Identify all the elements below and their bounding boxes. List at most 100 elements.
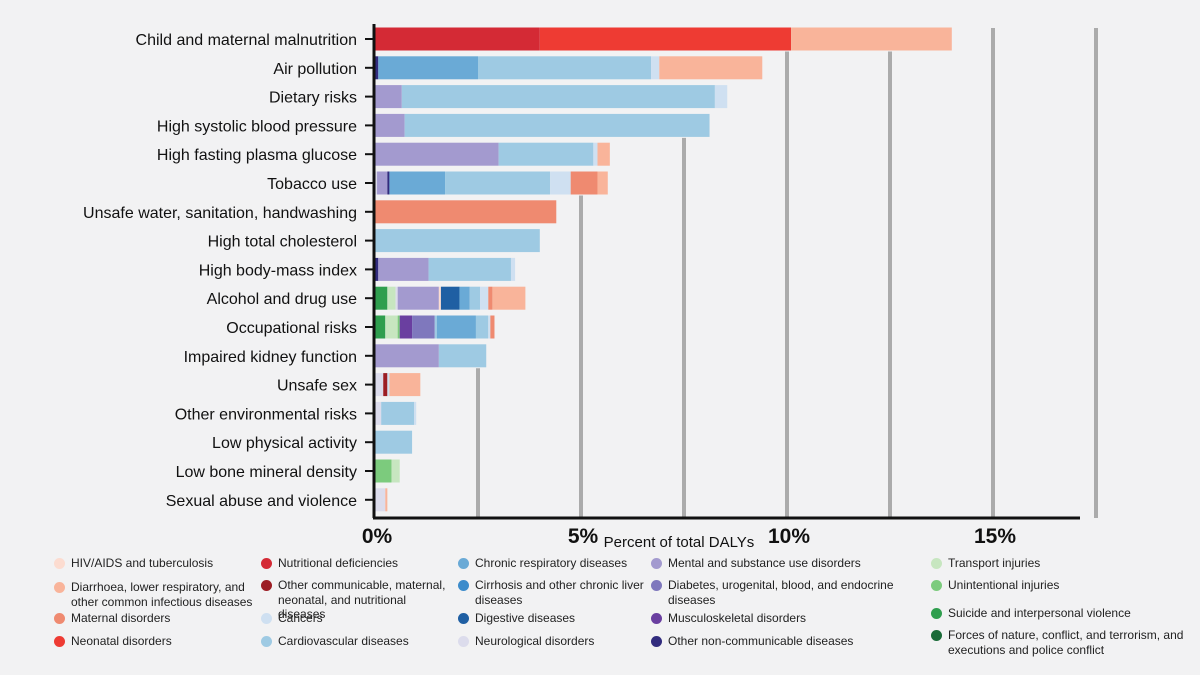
bar-segment-10-2	[397, 315, 400, 339]
bar-row-13	[375, 401, 417, 425]
bar-segment-4-2	[593, 142, 598, 166]
risk-label-4: High fasting plasma glucose	[157, 147, 357, 164]
bar-segment-9-10	[492, 286, 526, 310]
bar-segment-10-7	[475, 315, 489, 339]
bar-segment-16-0	[375, 488, 386, 512]
risk-label-0: Child and maternal malnutrition	[136, 32, 357, 49]
bar-segment-12-2	[387, 373, 390, 397]
bar-segment-9-9	[488, 286, 493, 310]
bar-segment-1-2	[478, 56, 652, 80]
legend-item-othcomm: Other communicable, maternal, neonatal, …	[261, 578, 454, 622]
bar-segment-9-2	[395, 286, 398, 310]
legend-swatch	[931, 580, 942, 591]
legend: HIV/AIDS and tuberculosis Diarrhoea, lowe…	[54, 556, 1194, 671]
legend-swatch	[458, 636, 469, 647]
legend-label: Forces of nature, conflict, and terroris…	[948, 628, 1184, 657]
bar-segment-9-6	[459, 286, 470, 310]
bar-segment-9-1	[387, 286, 396, 310]
legend-item-trans: Transport injuries	[931, 556, 1186, 571]
risk-label-7: High total cholesterol	[208, 234, 357, 251]
bar-row-11	[375, 344, 487, 368]
legend-item-othnc: Other non-communicable diseases	[651, 634, 931, 649]
risk-label-10: Occupational risks	[226, 320, 357, 337]
risk-label-12: Unsafe sex	[277, 378, 357, 395]
legend-swatch	[54, 582, 65, 593]
legend-label: Chronic respiratory diseases	[475, 556, 628, 570]
legend-item-dig: Digestive diseases	[458, 611, 648, 626]
bar-row-4	[375, 142, 610, 166]
bar-row-14	[375, 430, 413, 454]
legend-label: Other communicable, maternal, neonatal, …	[278, 578, 446, 621]
legend-item-cardio: Cardiovascular diseases	[261, 634, 454, 649]
legend-swatch	[54, 558, 65, 569]
bar-row-16	[375, 488, 388, 512]
bar-segment-5-1	[377, 171, 388, 195]
x-ticks: 0% 5% 10% 15%	[362, 525, 1017, 548]
legend-swatch	[931, 630, 942, 641]
bar-segment-0-2	[791, 27, 952, 51]
bar-segment-5-0	[375, 171, 378, 195]
bar-segment-9-7	[469, 286, 481, 310]
bar-segment-8-3	[510, 257, 516, 281]
legend-item-resp: Chronic respiratory diseases	[458, 556, 648, 571]
bar-row-2	[375, 85, 728, 109]
bar-segment-1-1	[378, 56, 478, 80]
bar-segment-1-0	[375, 56, 379, 80]
legend-label: Unintentional injuries	[948, 578, 1060, 592]
bar-segment-9-5	[440, 286, 460, 310]
bar-row-7	[375, 229, 540, 253]
bar-row-12	[375, 373, 421, 397]
bar-segment-2-1	[401, 85, 715, 109]
bar-segment-8-1	[378, 257, 429, 281]
bar-segment-1-4	[659, 56, 763, 80]
bar-segment-5-7	[597, 171, 608, 195]
bar-segment-10-6	[436, 315, 476, 339]
risk-label-6: Unsafe water, sanitation, handwashing	[83, 205, 357, 222]
bar-segment-0-0	[375, 27, 540, 51]
risk-label-2: Dietary risks	[269, 90, 357, 107]
legend-item-diarr: Diarrhoea, lower respiratory, and other …	[54, 580, 254, 609]
legend-label: Diarrhoea, lower respiratory, and other …	[71, 580, 253, 609]
bar-stacks	[375, 27, 952, 512]
bar-segment-8-2	[428, 257, 511, 281]
risk-label-9: Alcohol and drug use	[207, 291, 357, 308]
legend-swatch	[458, 580, 469, 591]
bar-segment-12-0	[375, 373, 384, 397]
bar-segment-13-1	[381, 401, 415, 425]
bar-segment-10-5	[434, 315, 437, 339]
bar-row-9	[375, 286, 526, 310]
bar-segment-5-2	[387, 171, 390, 195]
legend-label: Neonatal disorders	[71, 634, 172, 648]
legend-swatch	[261, 580, 272, 591]
bar-segment-4-3	[597, 142, 610, 166]
bar-segment-4-1	[498, 142, 594, 166]
legend-item-mat: Maternal disorders	[54, 611, 254, 626]
legend-swatch	[651, 580, 662, 591]
legend-item-msk: Musculoskeletal disorders	[651, 611, 931, 626]
bar-segment-3-1	[404, 113, 710, 137]
bar-segment-3-0	[375, 113, 405, 137]
risk-label-8: High body-mass index	[199, 262, 357, 279]
legend-item-unint: Unintentional injuries	[931, 578, 1186, 593]
legend-swatch	[931, 608, 942, 619]
risk-label-14: Low physical activity	[212, 435, 357, 452]
bar-row-5	[375, 171, 608, 195]
x-axis-title: Percent of total DALYs	[604, 534, 755, 551]
legend-label: Neurological disorders	[475, 634, 595, 648]
legend-item-nut: Nutritional deficiencies	[261, 556, 454, 571]
bar-row-6	[375, 200, 557, 224]
bar-row-0	[375, 27, 952, 51]
bar-segment-9-3	[397, 286, 439, 310]
bar-segment-5-6	[570, 171, 598, 195]
legend-swatch	[931, 558, 942, 569]
legend-label: Diabetes, urogenital, blood, and endocri…	[668, 578, 894, 607]
bar-segment-7-0	[375, 229, 540, 253]
bar-segment-5-3	[389, 171, 446, 195]
risk-label-5: Tobacco use	[267, 176, 357, 193]
legend-item-cancer: Cancers	[261, 611, 454, 626]
legend-label: Suicide and interpersonal violence	[948, 606, 1131, 620]
risk-label-11: Impaired kidney function	[184, 349, 357, 366]
legend-item-mental: Mental and substance use disorders	[651, 556, 931, 571]
legend-swatch	[458, 558, 469, 569]
bar-segment-5-4	[445, 171, 551, 195]
